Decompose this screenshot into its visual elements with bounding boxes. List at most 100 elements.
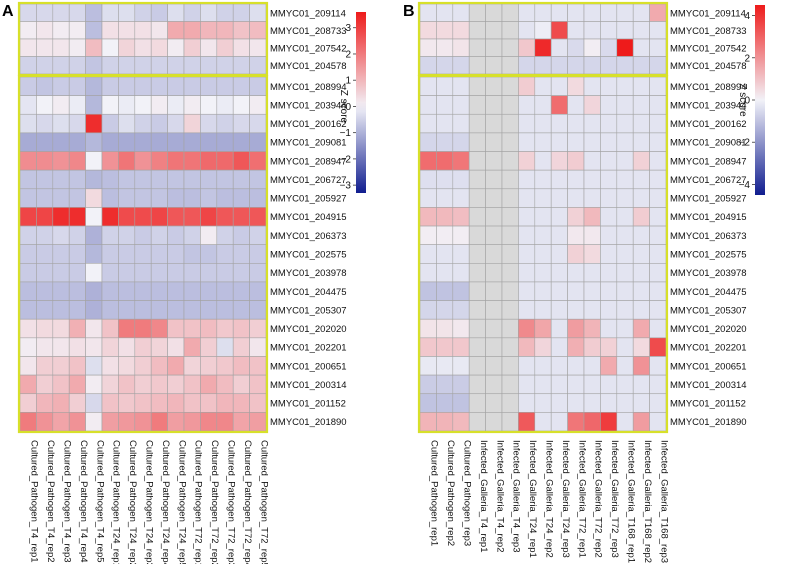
heatmap-cell bbox=[485, 21, 503, 40]
heatmap-cell bbox=[150, 207, 168, 227]
heatmap-cell bbox=[216, 21, 234, 40]
row-label: MMYC01_201152 bbox=[270, 399, 346, 410]
heatmap-cell bbox=[183, 151, 201, 171]
heatmap-cell bbox=[616, 113, 634, 134]
heatmap-cell bbox=[649, 95, 667, 115]
heatmap-cell bbox=[85, 207, 103, 227]
heatmap-cell bbox=[216, 412, 234, 432]
heatmap-cell bbox=[118, 56, 136, 75]
heatmap-cell bbox=[183, 356, 201, 376]
heatmap-cell bbox=[134, 188, 152, 208]
heatmap-cell bbox=[101, 151, 119, 171]
heatmap-cell bbox=[134, 3, 152, 22]
heatmap-cell bbox=[216, 76, 234, 96]
row-label: MMYC01_206727 bbox=[270, 175, 347, 186]
heatmap-cell bbox=[134, 21, 152, 40]
heatmap-cell bbox=[501, 318, 519, 339]
heatmap-cell bbox=[118, 393, 136, 413]
heatmap-cell bbox=[550, 225, 568, 245]
heatmap-cell bbox=[19, 169, 37, 190]
heatmap-cell bbox=[85, 225, 103, 245]
row-label: MMYC01_208733 bbox=[670, 26, 747, 37]
heatmap-cell bbox=[550, 337, 568, 357]
heatmap-cell bbox=[436, 56, 454, 75]
heatmap-cell bbox=[436, 169, 454, 190]
heatmap-cell bbox=[85, 169, 103, 190]
heatmap-cell bbox=[501, 337, 519, 357]
heatmap-cell bbox=[436, 132, 454, 152]
row-label: MMYC01_200314 bbox=[270, 380, 347, 391]
heatmap-cell bbox=[550, 207, 568, 227]
heatmap-cell bbox=[134, 113, 152, 134]
heatmap-cell bbox=[134, 300, 152, 320]
heatmap-cell bbox=[85, 3, 103, 22]
column-label: Infected_Galleria_T4_rep3 bbox=[511, 440, 522, 553]
heatmap-cell bbox=[436, 263, 454, 283]
heatmap-cell bbox=[52, 300, 70, 320]
heatmap-cell bbox=[616, 132, 634, 152]
column-label: Cultured_Pathogen_T72_rep3 bbox=[226, 440, 237, 564]
heatmap-cell bbox=[501, 56, 519, 75]
column-label: Cultured_Pathogen_rep3 bbox=[462, 440, 473, 546]
heatmap-cell bbox=[232, 393, 250, 413]
heatmap-cell bbox=[550, 95, 568, 115]
heatmap-cell bbox=[419, 337, 437, 357]
heatmap-cell bbox=[167, 244, 185, 264]
heatmap-cell bbox=[501, 38, 519, 57]
heatmap-cell bbox=[452, 412, 470, 432]
heatmap-cell bbox=[485, 393, 503, 413]
heatmap-cell bbox=[216, 318, 234, 339]
heatmap-cell bbox=[134, 95, 152, 115]
heatmap-cell bbox=[36, 21, 54, 40]
heatmap-cell bbox=[101, 38, 119, 57]
row-label: MMYC01_204578 bbox=[270, 61, 347, 72]
heatmap-cell bbox=[567, 374, 585, 395]
heatmap-cell bbox=[52, 132, 70, 152]
heatmap-cell bbox=[19, 38, 37, 57]
heatmap-cell bbox=[249, 281, 267, 301]
heatmap-cell bbox=[118, 95, 136, 115]
heatmap-cell bbox=[616, 207, 634, 227]
column-label: Cultured_Pathogen_T72_rep4 bbox=[242, 440, 253, 564]
heatmap-cell bbox=[600, 38, 618, 57]
heatmap-cell bbox=[600, 95, 618, 115]
heatmap-cell bbox=[19, 132, 37, 152]
heatmap-cell bbox=[200, 76, 218, 96]
heatmap-cell bbox=[452, 337, 470, 357]
heatmap-cell bbox=[534, 281, 552, 301]
legend-tick-label: 2 bbox=[345, 49, 351, 60]
heatmap-cell bbox=[567, 225, 585, 245]
heatmap-cell bbox=[419, 374, 437, 395]
heatmap-cell bbox=[134, 132, 152, 152]
heatmap-cell bbox=[85, 337, 103, 357]
heatmap-cell bbox=[550, 188, 568, 208]
heatmap-cell bbox=[452, 169, 470, 190]
heatmap-cell bbox=[150, 393, 168, 413]
heatmap-cell bbox=[600, 169, 618, 190]
cluster-outline bbox=[417, 74, 669, 434]
heatmap-cell bbox=[518, 3, 536, 22]
row-label: MMYC01_202020 bbox=[270, 324, 347, 335]
heatmap-cell bbox=[419, 151, 437, 171]
heatmap-cell bbox=[118, 169, 136, 190]
heatmap-cell bbox=[616, 393, 634, 413]
heatmap-cell bbox=[518, 281, 536, 301]
column-label: Infected_Galleria_T168_rep3 bbox=[658, 440, 669, 563]
row-label: MMYC01_208994 bbox=[270, 82, 347, 93]
heatmap-cell bbox=[600, 188, 618, 208]
heatmap-cell bbox=[134, 244, 152, 264]
column-label: Cultured_Pathogen_T4_rep1 bbox=[29, 440, 40, 563]
heatmap-cell bbox=[419, 318, 437, 339]
heatmap-cell bbox=[200, 337, 218, 357]
heatmap-cell bbox=[232, 132, 250, 152]
column-label: Cultured_Pathogen_T24_rep5 bbox=[176, 440, 187, 564]
heatmap-cell bbox=[200, 225, 218, 245]
heatmap-cell bbox=[36, 207, 54, 227]
row-label: MMYC01_209081 bbox=[270, 138, 347, 149]
heatmap-cell bbox=[518, 337, 536, 357]
heatmap-cell bbox=[68, 95, 86, 115]
heatmap-cell bbox=[150, 356, 168, 376]
heatmap-cell bbox=[616, 318, 634, 339]
heatmap-cell bbox=[36, 169, 54, 190]
heatmap-cell bbox=[200, 374, 218, 395]
